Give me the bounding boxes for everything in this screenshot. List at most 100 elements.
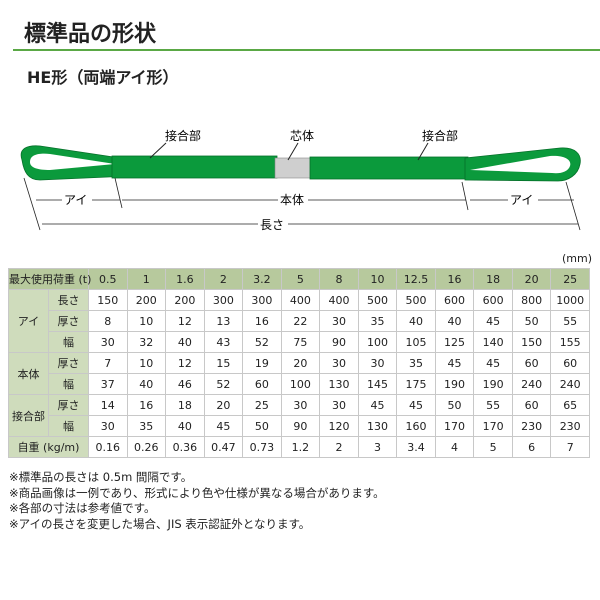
value-cell: 100: [280, 373, 321, 395]
value-cell: 5: [473, 436, 513, 458]
value-cell: 230: [550, 415, 590, 437]
value-cell: 0.16: [88, 436, 128, 458]
value-cell: 300: [242, 289, 282, 311]
value-cell: 140: [473, 331, 513, 353]
value-cell: 600: [473, 289, 513, 311]
divider: [13, 49, 600, 51]
load-header: 18: [473, 268, 513, 290]
unit-label: (mm): [561, 252, 592, 265]
value-cell: 500: [396, 289, 436, 311]
value-cell: 0.36: [165, 436, 205, 458]
value-cell: 200: [165, 289, 205, 311]
row-label: 幅: [48, 415, 89, 437]
value-cell: 65: [550, 394, 590, 416]
value-cell: 145: [357, 373, 398, 395]
value-cell: 300: [203, 289, 244, 311]
value-cell: 30: [88, 415, 128, 437]
row-label: 厚さ: [48, 310, 89, 332]
table-row: 本体 厚さ 7 10 12 15 19 20 30 30 35 45 45 60 60: [8, 352, 590, 395]
table-row: 幅 30 32 40 43 52 75 90 100 105 125 140 150 155: [9, 331, 590, 353]
value-cell: 30: [319, 352, 359, 374]
value-cell: 30: [280, 394, 321, 416]
value-cell: 25: [242, 394, 282, 416]
value-cell: 1000: [550, 289, 590, 311]
weight-row: 自重 (kg/m) 0.16 0.26 0.36 0.47 0.73 1.2 2 3 3.4 4 5 6…: [8, 436, 590, 458]
notes: ※標準品の長さは 0.5m 間隔です。 ※商品画像は一例であり、形式により色や仕…: [9, 470, 385, 532]
section-title: HE形（両端アイ形）: [27, 68, 179, 87]
value-cell: 20: [203, 394, 244, 416]
value-cell: 130: [319, 373, 359, 395]
value-cell: 30: [88, 331, 128, 353]
label-joint-right: 接合部: [422, 128, 458, 143]
label-eye-left: アイ: [64, 193, 87, 207]
value-cell: 125: [434, 331, 475, 353]
value-cell: 6: [511, 436, 552, 458]
load-header: 3.2: [242, 268, 282, 290]
group-label: 接合部: [8, 394, 49, 437]
row-label: 幅: [48, 373, 89, 395]
value-cell: 60: [511, 352, 552, 374]
value-cell: 105: [396, 331, 436, 353]
value-cell: 90: [319, 331, 359, 353]
value-cell: 60: [511, 394, 552, 416]
load-header: 5: [280, 268, 321, 290]
value-cell: 55: [473, 394, 513, 416]
header-label: 最大使用荷重 (t): [8, 268, 91, 290]
value-cell: 190: [473, 373, 513, 395]
table-row: 幅 30 35 40 45 50 90 120 130 160 170 170 230 230: [9, 415, 590, 437]
value-cell: 18: [165, 394, 205, 416]
value-cell: 10: [126, 352, 167, 374]
value-cell: 14: [88, 394, 128, 416]
group-label: 本体: [8, 352, 49, 395]
value-cell: 22: [280, 310, 321, 332]
label-body: 本体: [280, 193, 304, 207]
value-cell: 3: [357, 436, 398, 458]
value-cell: 60: [550, 352, 590, 374]
value-cell: 13: [203, 310, 244, 332]
header-row: 最大使用荷重 (t) 0.5 1 1.6 2 3.2 5 8 10 12.5 16 18 20 25: [8, 268, 590, 290]
note: ※商品画像は一例であり、形式により色や仕様が異なる場合があります。: [9, 485, 385, 500]
value-cell: 40: [165, 331, 205, 353]
value-cell: 75: [280, 331, 321, 353]
value-cell: 170: [473, 415, 513, 437]
load-header: 1: [126, 268, 167, 290]
value-cell: 60: [242, 373, 282, 395]
value-cell: 600: [434, 289, 475, 311]
value-cell: 43: [203, 331, 244, 353]
load-header: 0.5: [88, 268, 128, 290]
value-cell: 7: [550, 436, 590, 458]
label-core: 芯体: [290, 129, 314, 143]
value-cell: 55: [550, 310, 590, 332]
label-eye-right: アイ: [510, 193, 533, 207]
load-header: 8: [319, 268, 359, 290]
value-cell: 8: [88, 310, 128, 332]
value-cell: 230: [511, 415, 552, 437]
value-cell: 12: [165, 352, 205, 374]
row-label: 幅: [48, 331, 89, 353]
value-cell: 35: [396, 352, 436, 374]
value-cell: 150: [511, 331, 552, 353]
value-cell: 46: [165, 373, 205, 395]
value-cell: 40: [165, 415, 205, 437]
value-cell: 400: [280, 289, 321, 311]
value-cell: 155: [550, 331, 590, 353]
note: ※アイの長さを変更した場合、JIS 表示認証外となります。: [9, 516, 311, 531]
value-cell: 120: [319, 415, 359, 437]
value-cell: 130: [357, 415, 398, 437]
value-cell: 800: [511, 289, 552, 311]
value-cell: 200: [126, 289, 167, 311]
value-cell: 40: [126, 373, 167, 395]
value-cell: 32: [126, 331, 167, 353]
value-cell: 2: [319, 436, 359, 458]
note: ※標準品の長さは 0.5m 間隔です。: [9, 470, 193, 484]
value-cell: 190: [434, 373, 475, 395]
value-cell: 30: [357, 352, 398, 374]
value-cell: 7: [88, 352, 128, 374]
sling-diagram: 接合部 芯体 接合部 アイ 本体 アイ 長さ: [20, 128, 581, 232]
value-cell: 0.47: [203, 436, 244, 458]
load-header: 12.5: [396, 268, 436, 290]
table-row: 接合部 厚さ 14 16 18 20 25 30 30 45 45 50 55 60 65: [8, 394, 590, 437]
spec-table: 最大使用荷重 (t) 0.5 1 1.6 2 3.2 5 8 10 12.5 16 18 20 25 アイ長…: [8, 268, 590, 458]
value-cell: 50: [242, 415, 282, 437]
value-cell: 52: [203, 373, 244, 395]
